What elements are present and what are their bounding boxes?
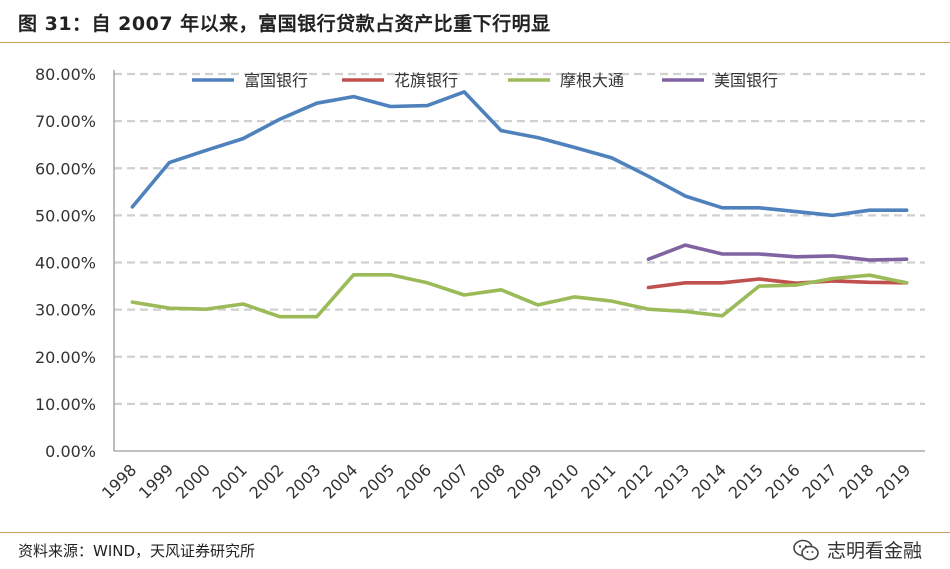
x-tick-label: 2012 (614, 460, 656, 502)
x-tick-label: 2016 (762, 460, 804, 502)
legend-label: 摩根大通 (560, 71, 624, 90)
x-tick-label: 2011 (577, 460, 619, 502)
x-tick-label: 2018 (835, 460, 877, 502)
top-divider (0, 42, 950, 43)
legend-label: 美国银行 (714, 71, 778, 90)
watermark-text: 志明看金融 (826, 540, 922, 562)
x-tick-label: 2004 (319, 460, 361, 502)
y-tick-label: 50.00% (35, 206, 96, 225)
watermark: 志明看金融 (793, 536, 922, 563)
grid-lines (114, 72, 925, 405)
source-note: 资料来源：WIND，天风证券研究所 (18, 542, 256, 560)
x-tick-label: 2013 (651, 460, 693, 502)
y-tick-label: 10.00% (35, 395, 96, 414)
series-line (646, 243, 909, 262)
x-tick-label: 1999 (135, 460, 177, 502)
x-tick-label: 2003 (282, 460, 324, 502)
x-tick-label: 2014 (688, 460, 730, 502)
x-tick-label: 2007 (430, 460, 472, 502)
bottom-divider (0, 532, 950, 533)
series-line (646, 277, 909, 290)
legend-label: 花旗银行 (394, 71, 458, 90)
legend: 富国银行 花旗银行 摩根大通 美国银行 (192, 71, 778, 90)
y-tick-label: 0.00% (45, 442, 96, 461)
y-axis-tick-labels: 0.00% 10.00% 20.00% 30.00% 40.00% 50.00% 60.00… (35, 65, 96, 461)
series-line (130, 90, 909, 218)
x-axis-tick-labels: 1998199920002001200220032004200520062007… (98, 460, 914, 502)
wechat-icon (793, 539, 819, 560)
y-tick-label: 30.00% (35, 301, 96, 320)
y-tick-label: 80.00% (35, 65, 96, 84)
x-tick-label: 2001 (209, 460, 251, 502)
y-tick-label: 20.00% (35, 348, 96, 367)
x-tick-label: 1998 (98, 460, 140, 502)
x-tick-label: 2002 (245, 460, 287, 502)
y-tick-label: 70.00% (35, 112, 96, 131)
x-tick-label: 2000 (172, 460, 214, 502)
x-tick-label: 2019 (872, 460, 914, 502)
series-lines (130, 90, 909, 319)
x-tick-label: 2010 (540, 460, 582, 502)
x-tick-label: 2017 (798, 460, 840, 502)
x-tick-label: 2009 (504, 460, 546, 502)
x-tick-label: 2008 (467, 460, 509, 502)
line-chart: 0.00% 10.00% 20.00% 30.00% 40.00% 50.00% 60.00… (35, 65, 925, 503)
y-tick-label: 40.00% (35, 254, 96, 273)
y-tick-label: 60.00% (35, 159, 96, 178)
x-tick-label: 2005 (356, 460, 398, 502)
series-line (130, 273, 909, 319)
axes (113, 70, 925, 452)
legend-label: 富国银行 (244, 71, 308, 90)
x-tick-label: 2015 (725, 460, 767, 502)
chart-title: 图 31：自 2007 年以来，富国银行贷款占资产比重下行明显 (18, 13, 551, 35)
x-tick-label: 2006 (393, 460, 435, 502)
